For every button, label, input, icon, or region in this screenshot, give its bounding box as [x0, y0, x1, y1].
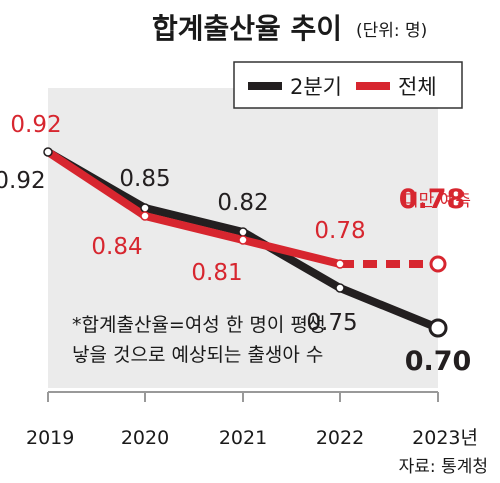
data-label-2q: 0.70: [405, 346, 472, 377]
data-label-total: 0.81: [191, 260, 242, 286]
point-2q: [43, 147, 53, 157]
legend: 2분기 전체: [233, 61, 463, 109]
legend-label-total: 전체: [398, 75, 437, 99]
data-label-2q: 0.75: [306, 310, 357, 336]
chart-title: 합계출산율 추이: [152, 12, 342, 45]
note-line-2: 낳을 것으로 예상되는 출생아 수: [72, 344, 323, 366]
unit-label: (단위: 명): [356, 21, 427, 41]
point-total: [429, 255, 447, 273]
point-total: [140, 211, 150, 221]
data-label-total: 0.84: [91, 234, 142, 260]
x-tick-label: 2019: [26, 427, 74, 449]
data-label-2q: 0.85: [119, 166, 170, 192]
x-tick-label: 2020: [121, 427, 169, 449]
point-2q: [140, 203, 150, 213]
legend-label-2q: 2분기: [290, 75, 342, 99]
point-2q: [238, 227, 248, 237]
point-2q: [428, 318, 448, 338]
x-tick-label: 2021: [219, 427, 267, 449]
forecast-note: 미만 예측: [403, 191, 471, 211]
data-label-2q: 0.82: [217, 190, 268, 216]
point-2q: [335, 283, 345, 293]
point-total: [238, 235, 248, 245]
x-tick-label: 2023년: [412, 427, 478, 449]
x-tick-label: 2022: [316, 427, 364, 449]
data-label-total: 0.92: [10, 112, 61, 138]
data-label-2q: 0.92: [0, 168, 46, 194]
series-line-total: [44, 148, 344, 268]
note-line-1: *합계출산율=여성 한 명이 평생: [72, 314, 325, 336]
point-total: [335, 259, 345, 269]
data-label-total: 0.78: [314, 218, 365, 244]
source-label: 자료: 통계청: [399, 457, 488, 477]
data-label-total: 0.78: [399, 184, 466, 215]
